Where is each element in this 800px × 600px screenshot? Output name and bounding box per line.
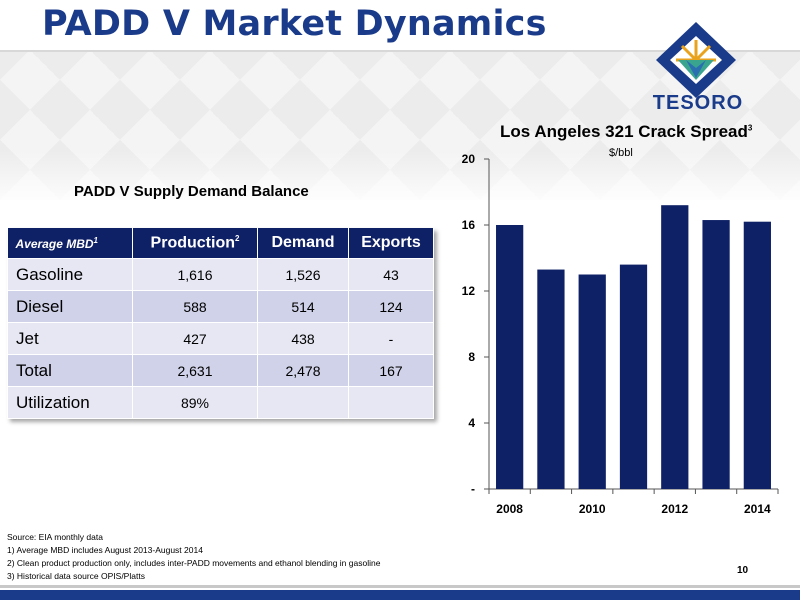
table-header-row: Average MBD1 Production2 Demand Exports: [7, 228, 434, 259]
cell-demand: 514: [257, 290, 349, 323]
row-label: Diesel: [7, 290, 133, 323]
bar-2014: [743, 221, 771, 489]
bar-2008: [496, 225, 524, 489]
y-tick-label: 12: [462, 284, 476, 298]
x-tick-label: 2008: [496, 502, 523, 516]
row-label: Gasoline: [7, 258, 133, 291]
x-tick-label: 2014: [744, 502, 771, 516]
bar-2012: [661, 205, 689, 489]
header-exports: Exports: [348, 228, 434, 259]
table-title: PADD V Supply Demand Balance: [74, 183, 309, 200]
footer-bar: [0, 590, 800, 600]
row-label: Total: [7, 354, 133, 387]
footnote-2: 2) Clean product production only, includ…: [7, 558, 381, 568]
cell-production: 427: [132, 322, 258, 355]
chart-title: Los Angeles 321 Crack Spread3: [500, 122, 753, 141]
footnotes: Source: EIA monthly data 1) Average MBD …: [7, 531, 380, 583]
header-production: Production2: [132, 228, 258, 259]
cell-demand: [257, 386, 349, 419]
footnote-3: 3) Historical data source OPIS/Platts: [7, 571, 145, 581]
cell-demand: 1,526: [257, 258, 349, 291]
row-label: Jet: [7, 322, 133, 355]
bar-2009: [537, 269, 565, 489]
table-row: Diesel 588 514 124: [7, 290, 434, 323]
cell-production: 89%: [132, 386, 258, 419]
cell-production: 2,631: [132, 354, 258, 387]
tesoro-logo-text: TESORO: [652, 92, 744, 114]
cell-exports: 167: [348, 354, 434, 387]
cell-exports: 124: [348, 290, 434, 323]
row-label: Utilization: [7, 386, 133, 419]
header-demand: Demand: [257, 228, 349, 259]
header-average-mbd: Average MBD1: [7, 228, 133, 259]
table-row: Utilization 89%: [7, 386, 434, 419]
table-row: Jet 427 438 -: [7, 322, 434, 355]
cell-production: 588: [132, 290, 258, 323]
cell-exports: 43: [348, 258, 434, 291]
y-tick-label: 8: [468, 350, 475, 364]
chart-unit-label: $/bbl: [609, 147, 633, 159]
cell-demand: 2,478: [257, 354, 349, 387]
footnote-1: 1) Average MBD includes August 2013-Augu…: [7, 545, 203, 555]
tesoro-logo-icon: [656, 22, 736, 98]
cell-production: 1,616: [132, 258, 258, 291]
y-tick-label: 20: [462, 152, 476, 166]
crack-spread-bar-chart: - 4 8 12 16 20 2008 2010 2012 2014: [462, 152, 779, 516]
x-tick-label: 2012: [661, 502, 688, 516]
footnote-source: Source: EIA monthly data: [7, 532, 103, 542]
y-tick-label: -: [471, 482, 475, 496]
page-title: PADD V Market Dynamics: [42, 4, 547, 44]
bar-2011: [619, 264, 648, 489]
supply-demand-table: Average MBD1 Production2 Demand Exports …: [7, 228, 434, 419]
bar-2013: [702, 220, 730, 490]
cell-demand: 438: [257, 322, 349, 355]
x-tick-label: 2010: [579, 502, 606, 516]
title-divider: [0, 50, 800, 52]
footer-rule: [0, 585, 800, 588]
table-row: Gasoline 1,616 1,526 43: [7, 258, 434, 291]
bar-2010: [578, 274, 606, 489]
table-row: Total 2,631 2,478 167: [7, 354, 434, 387]
cell-exports: [348, 386, 434, 419]
background-fade: [0, 150, 800, 210]
y-tick-label: 16: [462, 218, 476, 232]
y-tick-label: 4: [468, 416, 475, 430]
page-number: 10: [737, 565, 749, 576]
cell-exports: -: [348, 322, 434, 355]
